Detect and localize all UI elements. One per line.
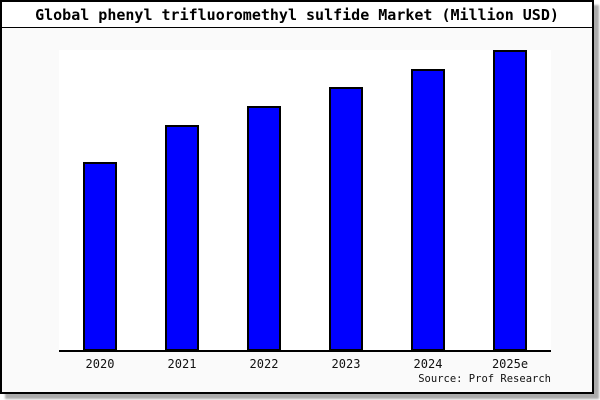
source-text: Source: Prof Research [418,373,551,385]
x-tick-label-2023: 2023 [331,357,361,371]
bar-slot-2022 [223,50,305,351]
x-tick-label-2022: 2022 [249,357,279,371]
chart-body: 2020 2021 2022 2023 2024 2025e Source: Prof R… [2,28,592,392]
x-tick-label-2024: 2024 [413,357,443,371]
x-axis-line [59,350,551,352]
bars-container [59,50,551,351]
x-tick-label-2020: 2020 [85,357,115,371]
x-tick-label-2021: 2021 [167,357,197,371]
x-tick-label-2025e: 2025e [491,357,529,371]
bar-2020 [83,162,117,351]
chart-title: Global phenyl trifluoromethyl sulfide Ma… [35,6,559,24]
bar-2025e [493,50,527,351]
bar-slot-2024 [387,50,469,351]
bar-slot-2023 [305,50,387,351]
plot-area [59,50,551,352]
bar-2021 [165,125,199,351]
bar-2024 [411,69,445,351]
chart-title-band: Global phenyl trifluoromethyl sulfide Ma… [2,2,592,28]
chart-card: Global phenyl trifluoromethyl sulfide Ma… [0,0,594,394]
bar-slot-2020 [59,50,141,351]
bar-slot-2021 [141,50,223,351]
bar-2023 [329,87,363,351]
bar-2022 [247,106,281,351]
bar-slot-2025e [469,50,551,351]
x-tick-labels: 2020 2021 2022 2023 2024 2025e [59,357,551,371]
